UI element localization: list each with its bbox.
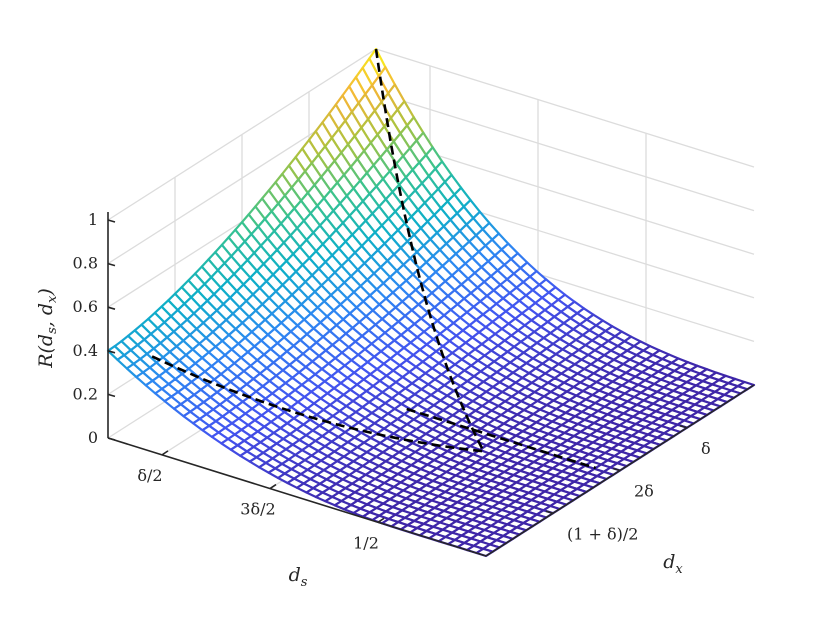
z-tick-mark-4 [107,262,116,267]
dx-tick-label-0: δ [701,439,711,458]
dx-axis-label: dx [663,551,683,577]
dashed-line-2 [151,355,484,453]
z-tick-mark-3 [107,306,116,310]
ds-tick-label-2: 1/2 [353,533,379,552]
ds-tick-mark-1 [269,483,277,490]
z-tick-mark-5 [107,219,116,223]
z-tick-mark-1 [107,393,116,398]
dx-tick-mark-2 [545,510,554,515]
surface-mesh [106,47,756,558]
z-tick-label-0: 0 [88,428,98,447]
z-tick-mark-0 [107,437,116,441]
z-tick-label-3: 0.6 [73,297,98,316]
ds-tick-label-0: δ/2 [137,466,162,485]
dx-tick-mark-0 [679,424,688,429]
dx-tick-label-1: 2δ [634,482,654,501]
ds-tick-label-1: 3δ/2 [240,500,275,519]
ds-tick-mark-2 [377,517,385,523]
z-axis-ticks: 0 0.2 0.4 0.6 0.8 1 [73,210,116,447]
z-tick-label-2: 0.4 [73,341,98,360]
ds-axis-ticks: δ/2 3δ/2 1/2 [137,450,385,552]
ds-axis-line [107,437,487,557]
z-tick-label-5: 1 [88,210,98,229]
z-axis-label: R(ds, dx) [35,288,60,369]
dashed-reference-lines [151,48,597,470]
ds-axis-label: ds [289,564,308,590]
z-tick-label-1: 0.2 [73,384,98,403]
dashed-line-1 [374,48,485,452]
dashed-line-3 [406,407,597,470]
dx-tick-label-2: (1 + δ)/2 [567,524,638,543]
z-tick-mark-2 [107,350,116,354]
z-tick-label-4: 0.8 [73,254,98,273]
ds-tick-mark-0 [161,450,169,456]
dx-axis-ticks: δ 2δ (1 + δ)/2 [545,424,711,543]
dx-tick-mark-1 [612,467,621,472]
